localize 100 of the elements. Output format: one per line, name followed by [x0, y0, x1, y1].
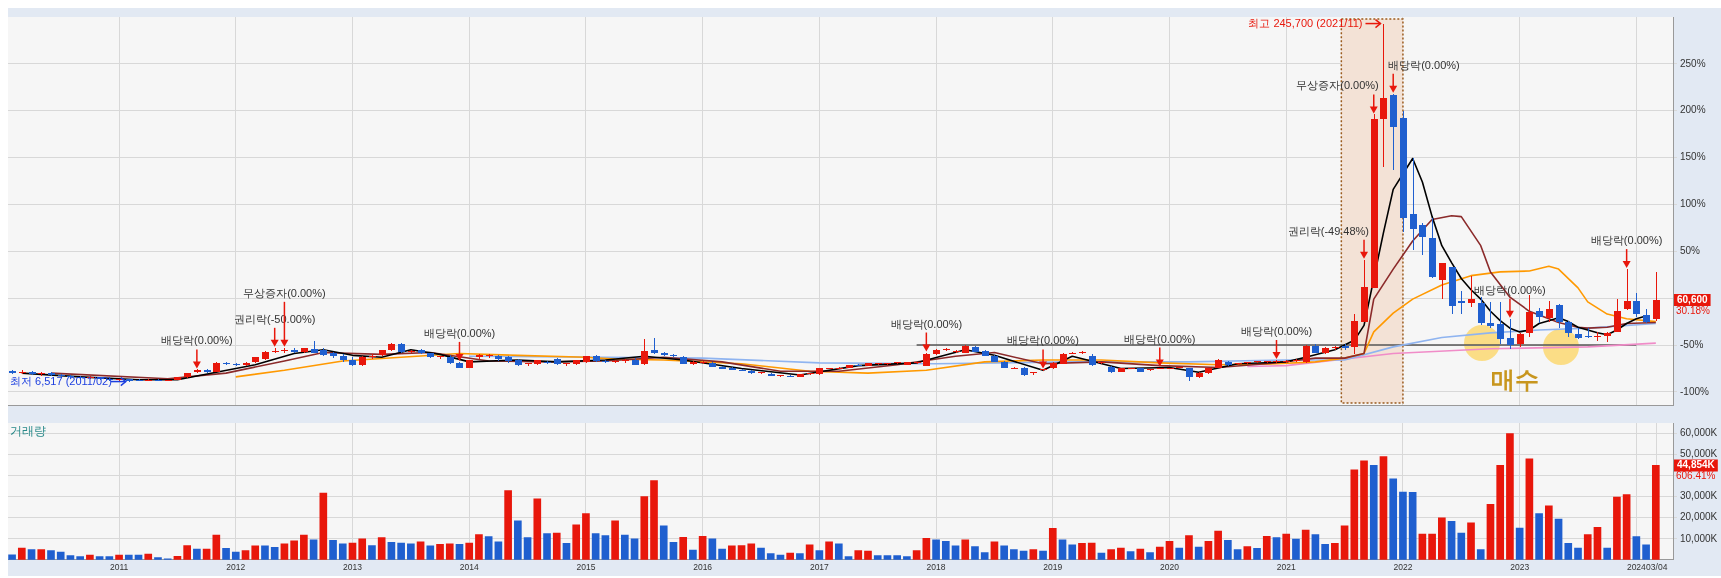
bar [1613, 496, 1621, 560]
bar [1486, 504, 1495, 560]
bar [436, 544, 444, 560]
bar [727, 545, 736, 560]
bar [1457, 532, 1466, 560]
bar [514, 520, 522, 560]
bar [338, 543, 347, 560]
bar [445, 543, 454, 560]
bar [1564, 543, 1573, 560]
bar [1078, 543, 1086, 560]
bar [1282, 533, 1291, 560]
y-tick-label: 150% [1680, 151, 1706, 163]
y-tick-label: -100% [1680, 385, 1710, 397]
bar [1331, 543, 1339, 560]
annotation: 배당락(0.00%) [161, 334, 233, 347]
bar [1136, 548, 1145, 560]
bar [222, 548, 230, 560]
y-tick-label: 50,000K [1680, 448, 1718, 460]
bar [1525, 458, 1534, 560]
bar [1039, 550, 1047, 560]
bar [591, 533, 600, 560]
bar [1506, 433, 1514, 560]
bar [1379, 456, 1388, 560]
bar [1175, 547, 1184, 560]
bar [650, 480, 658, 560]
bar [37, 549, 46, 560]
bar [1224, 539, 1232, 560]
bar [1651, 465, 1660, 560]
y-tick-label: 100% [1680, 198, 1706, 210]
bar [475, 534, 483, 560]
y-tick-label: 60,000K [1680, 427, 1718, 439]
x-tick-label: 2018 [926, 562, 946, 573]
bar [1262, 535, 1271, 560]
bar [582, 513, 590, 560]
bar [1243, 546, 1252, 560]
candlestick [1458, 291, 1465, 314]
bar [1000, 545, 1008, 560]
bar [1146, 552, 1154, 560]
bar [708, 538, 717, 560]
y-tick-label: 200% [1680, 104, 1706, 116]
x-tick-label: 2021 [1276, 562, 1296, 573]
bar [1574, 547, 1582, 560]
bar [971, 546, 979, 560]
bar [407, 543, 415, 560]
y-tick-label: 250% [1680, 57, 1706, 69]
y-tick-label: 30,000K [1680, 490, 1718, 502]
text: 30.18% [1676, 304, 1711, 316]
bar [1535, 513, 1543, 560]
bar [1350, 469, 1359, 560]
bar [17, 547, 26, 560]
bar [1408, 492, 1417, 560]
bar [1155, 546, 1164, 560]
bar [261, 545, 269, 560]
bar [864, 550, 872, 560]
bar [1467, 522, 1475, 560]
bar [621, 534, 629, 560]
chart-title: 거래량 [10, 424, 46, 439]
bar [757, 547, 765, 560]
bar [1117, 547, 1125, 560]
annotation: 무상증자(0.00%) [1296, 79, 1379, 92]
bar [873, 555, 882, 560]
bar [280, 543, 289, 560]
bar [1369, 464, 1378, 560]
annotation: 배당락(0.00%) [890, 317, 963, 330]
bar [358, 538, 367, 560]
bar [1068, 544, 1077, 560]
bar [893, 555, 901, 560]
bar [1107, 549, 1115, 560]
bar [1389, 478, 1398, 560]
y-tick-label: 10,000K [1680, 532, 1718, 544]
bar [630, 538, 639, 560]
bar [640, 496, 649, 560]
x-tick-label: 2014 [459, 562, 479, 573]
x-tick-label: 2020 [1160, 562, 1180, 573]
y-tick-label: -50% [1680, 338, 1704, 350]
x-tick-label: 2023 [1510, 562, 1530, 573]
bar [1438, 517, 1446, 560]
bar [572, 524, 581, 560]
y-tick-label: 50% [1680, 245, 1701, 257]
bar [56, 551, 65, 560]
x-tick-label: 2024 [1626, 562, 1647, 573]
bar [329, 539, 337, 560]
annotation: 무상증자(0.00%) [243, 286, 326, 299]
annotation: 배당락(0.00%) [423, 326, 496, 339]
bar [193, 548, 201, 560]
bar [552, 532, 561, 560]
bar [533, 498, 542, 560]
x-tick-label: 03/04 [1646, 562, 1668, 573]
bar [932, 539, 940, 560]
bar [8, 554, 16, 560]
bar [747, 543, 756, 560]
bar [854, 550, 863, 560]
x-tick-label: 2017 [809, 562, 830, 573]
bar [1010, 549, 1018, 560]
bar [300, 534, 308, 560]
bar [1476, 549, 1485, 560]
bar [1583, 534, 1592, 560]
bar [377, 537, 386, 560]
bar [183, 545, 191, 560]
annotation: 배당락(0.00%) [1007, 334, 1079, 347]
